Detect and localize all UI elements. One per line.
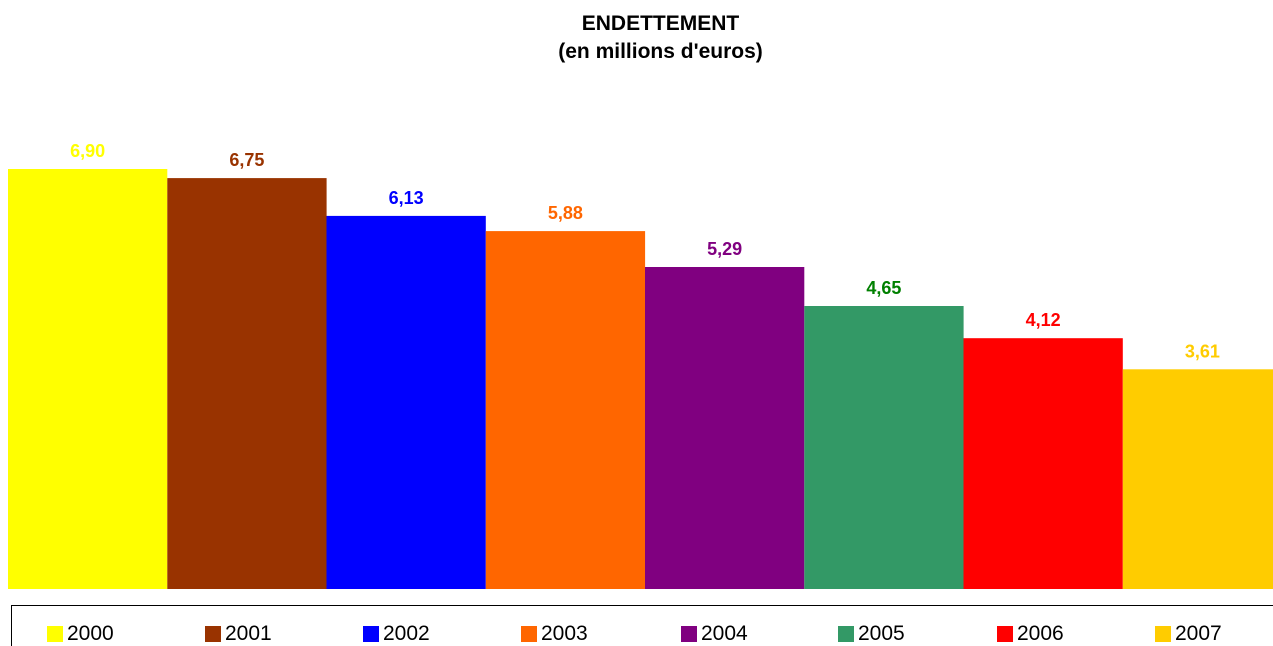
- chart-legend: 2000 2001 2002 2003 2004 2005 2006 2007: [11, 605, 1273, 646]
- legend-item-2006: 2006: [997, 622, 1064, 646]
- data-label-2000: 6,90: [70, 141, 105, 161]
- chart-subtitle: (en millions d'euros): [558, 40, 763, 63]
- data-label-2003: 5,88: [548, 203, 583, 223]
- data-label-2006: 4,12: [1026, 310, 1061, 330]
- legend-label-2004: 2004: [701, 622, 748, 645]
- bar-2002: [326, 215, 486, 589]
- data-label-2001: 6,75: [229, 150, 264, 170]
- bar-chart: 6,90 6,75 6,13 5,88 5,29 4,65 4,12 3,61: [8, 141, 1273, 589]
- legend-item-2003: 2003: [521, 622, 588, 646]
- bar-2005: [804, 306, 964, 589]
- bar-2004: [645, 267, 805, 589]
- legend-label-2003: 2003: [541, 622, 588, 645]
- legend-swatch-2002: [363, 626, 379, 642]
- data-label-2005: 4,65: [866, 278, 901, 298]
- legend-swatch-2007: [1155, 626, 1171, 642]
- data-label-2007: 3,61: [1185, 341, 1220, 361]
- bar-2006: [963, 338, 1123, 589]
- legend-swatch-2001: [205, 626, 221, 642]
- legend-item-2005: 2005: [838, 622, 905, 646]
- legend-item-2001: 2001: [205, 622, 272, 646]
- legend-label-2007: 2007: [1175, 622, 1222, 645]
- legend-label-2000: 2000: [67, 622, 114, 645]
- legend-label-2006: 2006: [1017, 622, 1064, 645]
- bar-2000: [8, 169, 168, 589]
- bar-2001: [167, 178, 327, 589]
- legend-swatch-2006: [997, 626, 1013, 642]
- legend-label-2001: 2001: [225, 622, 272, 645]
- legend-label-2002: 2002: [383, 622, 430, 645]
- legend-item-2000: 2000: [47, 622, 114, 646]
- legend-swatch-2000: [47, 626, 63, 642]
- legend-item-2007: 2007: [1155, 622, 1222, 646]
- legend-swatch-2004: [681, 626, 697, 642]
- bar-2003: [485, 231, 646, 589]
- legend-swatch-2003: [521, 626, 537, 642]
- bar-2007: [1122, 369, 1273, 589]
- legend-item-2002: 2002: [363, 622, 430, 646]
- chart-title: ENDETTEMENT: [581, 12, 740, 35]
- legend-label-2005: 2005: [858, 622, 905, 645]
- legend-swatch-2005: [838, 626, 854, 642]
- legend-item-2004: 2004: [681, 622, 748, 646]
- data-label-2002: 6,13: [389, 188, 424, 208]
- data-label-2004: 5,29: [707, 239, 742, 259]
